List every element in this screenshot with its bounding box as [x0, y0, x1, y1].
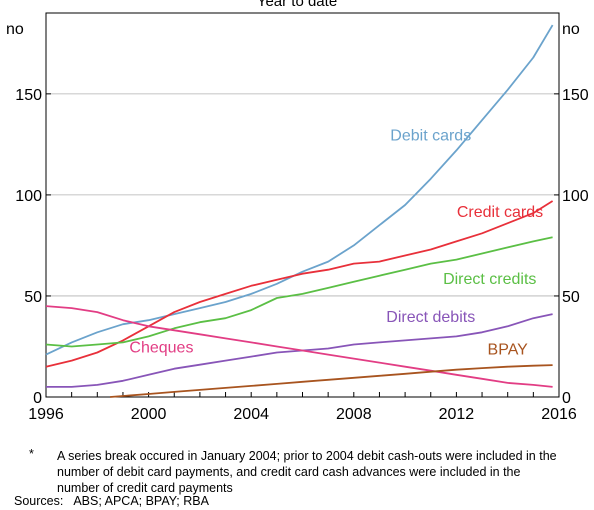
line-chart: Year to date no no 0 50 100 150 0 50 100 150 1…	[6, 0, 589, 423]
y-tick-label-right: 100	[562, 188, 589, 205]
y-axis-unit-left: no	[6, 21, 24, 38]
y-tick-label-right: 50	[562, 289, 580, 306]
x-tick-label: 2012	[439, 406, 475, 423]
y-tick-label-left: 150	[15, 87, 42, 104]
footnote-marker: *	[29, 447, 34, 461]
series-line-direct-credits	[45, 236, 553, 348]
y-tick-label-left: 50	[24, 289, 42, 306]
y-tick-label-left: 0	[33, 390, 42, 407]
series-line-credit-cards	[45, 200, 554, 368]
x-tick-label: 2008	[336, 406, 372, 423]
series-label-direct-credits: Direct credits	[443, 271, 536, 288]
footnote-text: A series break occured in January 2004; …	[57, 449, 557, 495]
y-tick-label-right: 0	[562, 390, 571, 407]
x-tick-label: 2016	[541, 406, 577, 423]
series-label-debit-cards: Debit cards	[390, 127, 471, 144]
y-ticks-right: 0 50 100 150	[554, 87, 589, 407]
gridlines	[46, 93, 559, 297]
x-ticks: 1996 2000 2004 2008 2012 2016	[28, 392, 577, 423]
series-label-bpay: BPAY	[488, 342, 529, 359]
y-tick-label-right: 150	[562, 87, 589, 104]
y-axis-unit-right: no	[562, 21, 580, 38]
series-line-cheques	[45, 305, 553, 388]
x-tick-label: 2004	[233, 406, 269, 423]
series-label-direct-debits: Direct debits	[386, 309, 475, 326]
sources-label: Sources:	[14, 494, 64, 508]
series-line-debit-cards	[45, 24, 554, 356]
series-line-bpay	[110, 364, 553, 398]
sources-line: Sources: ABS; APCA; BPAY; RBA	[14, 494, 219, 508]
series-label-cheques: Cheques	[129, 340, 193, 357]
y-tick-label-left: 100	[15, 188, 42, 205]
series-labels: Debit cards Credit cards Direct credits Dir…	[129, 127, 543, 358]
sources-text: ABS; APCA; BPAY; RBA	[73, 494, 209, 508]
y-ticks-left: 0 50 100 150	[15, 87, 51, 407]
x-tick-label: 1996	[28, 406, 64, 423]
x-tick-label: 2000	[131, 406, 167, 423]
chart-title: Year to date	[257, 0, 337, 10]
series-label-credit-cards: Credit cards	[457, 204, 543, 221]
series-lines	[45, 24, 554, 398]
